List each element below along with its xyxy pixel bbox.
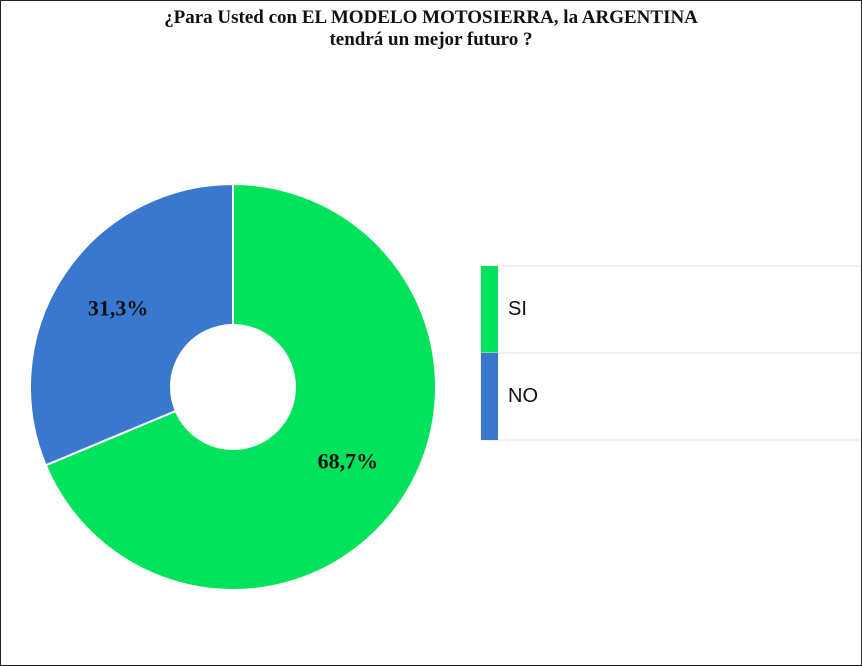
legend-label: SI — [508, 298, 527, 320]
chart-title: ¿Para Usted con EL MODELO MOTOSIERRA, la… — [164, 7, 698, 50]
value-label: 68,7% — [318, 449, 379, 474]
legend-swatch — [481, 266, 498, 353]
legend-swatch — [481, 353, 498, 440]
slice — [29, 182, 234, 467]
slice — [44, 182, 437, 591]
legend-label: NO — [508, 385, 538, 407]
value-label: 31,3% — [88, 296, 149, 321]
